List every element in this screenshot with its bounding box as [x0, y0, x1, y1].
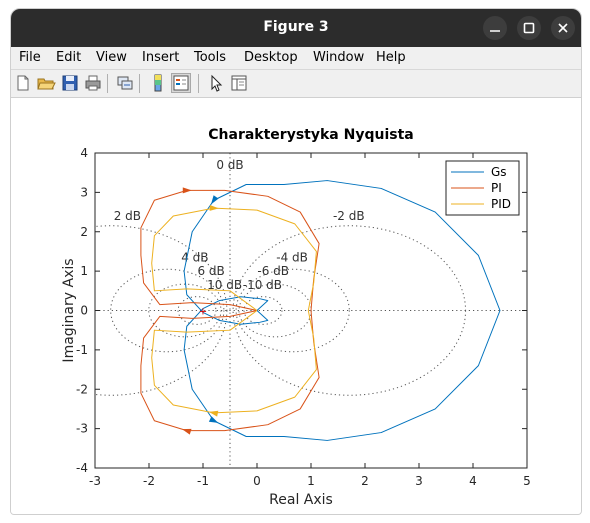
y-tick-label: 2 — [80, 225, 88, 239]
x-tick-label: -1 — [197, 474, 209, 488]
menu-tools[interactable]: Tools — [194, 50, 227, 65]
critical-point-marker: + — [199, 307, 207, 318]
nyquist-plot[interactable]: 0 dB 2 dB -2 dB 4 dB -4 dB 6 dB -6 dB 10 dB -10 … — [11, 98, 581, 514]
figure-window: Figure 3 File Edit View Insert Tools Des… — [10, 8, 582, 515]
new-figure-icon[interactable] — [13, 73, 33, 93]
series-pi-line[interactable] — [140, 189, 320, 432]
close-icon — [558, 23, 568, 33]
y-tick-label: -4 — [76, 461, 88, 475]
series-pid-line[interactable] — [151, 207, 317, 414]
db-grid-label: -6 dB — [257, 264, 289, 278]
series-gs-arrow — [208, 416, 219, 423]
series-pid-arrow — [209, 204, 219, 211]
legend-entry: PI — [491, 181, 502, 195]
db-grid-circle — [177, 296, 217, 325]
minimize-icon — [490, 30, 500, 32]
y-tick-label: -3 — [76, 422, 88, 436]
legend-entry: PID — [491, 197, 511, 211]
x-tick-label: 4 — [469, 474, 477, 488]
series-pi-arrow — [182, 187, 192, 194]
figure-canvas: 0 dB 2 dB -2 dB 4 dB -4 dB 6 dB -6 dB 10 dB -10 … — [11, 98, 581, 514]
legend-icon[interactable] — [171, 73, 191, 93]
menu-desktop[interactable]: Desktop — [244, 50, 298, 65]
x-tick-label: 0 — [253, 474, 261, 488]
db-grid-label: 6 dB — [197, 264, 224, 278]
db-grid-circle — [243, 296, 283, 325]
y-axis-label: Imaginary Axis — [61, 258, 77, 362]
menu-window[interactable]: Window — [313, 50, 365, 65]
print-icon[interactable] — [83, 73, 103, 93]
x-tick-label: -3 — [89, 474, 101, 488]
toolbar — [11, 70, 581, 98]
maximize-icon — [523, 22, 535, 34]
series-pid-arrow — [208, 410, 219, 417]
db-grid-label: 2 dB — [114, 209, 141, 223]
db-grid-label: 4 dB — [181, 250, 208, 264]
db-grid-label: 0 dB — [216, 158, 243, 172]
x-tick-label: 1 — [307, 474, 315, 488]
menu-view[interactable]: View — [96, 50, 127, 65]
x-tick-label: 2 — [361, 474, 369, 488]
db-grid-label: -2 dB — [333, 209, 365, 223]
open-file-icon[interactable] — [36, 73, 56, 93]
db-grid-circle — [235, 268, 350, 353]
db-grid-label: -4 dB — [276, 250, 308, 264]
save-icon[interactable] — [60, 73, 80, 93]
colorbar-icon[interactable] — [148, 73, 168, 93]
close-button[interactable] — [551, 16, 575, 40]
x-tick-label: 3 — [415, 474, 423, 488]
toolbar-separator — [198, 74, 199, 93]
y-tick-label: 0 — [80, 304, 88, 318]
y-tick-label: -2 — [76, 382, 88, 396]
maximize-button[interactable] — [517, 16, 541, 40]
minimize-button[interactable] — [483, 16, 507, 40]
y-tick-label: 4 — [80, 146, 88, 160]
toolbar-separator — [139, 74, 140, 93]
legend-entry: Gs — [491, 165, 507, 179]
pointer-icon[interactable] — [206, 73, 226, 93]
y-tick-label: 1 — [80, 264, 88, 278]
x-tick-label: 5 — [523, 474, 531, 488]
menu-edit[interactable]: Edit — [56, 50, 82, 65]
y-tick-label: 3 — [80, 185, 88, 199]
menu-bar: File Edit View Insert Tools Desktop Wind… — [11, 47, 581, 100]
db-grid-circle — [95, 225, 228, 396]
menu-file[interactable]: File — [19, 50, 41, 65]
y-tick-label: -1 — [76, 343, 88, 357]
series-gs-arrow — [210, 195, 219, 205]
series-pi-arrow — [182, 428, 192, 435]
db-grid-circle — [110, 268, 225, 353]
db-grid-label: 10 dB — [207, 278, 242, 292]
x-tick-label: -2 — [143, 474, 155, 488]
window-title: Figure 3 — [263, 19, 329, 35]
chart-title: Charakterystyka Nyquista — [208, 127, 413, 143]
menu-help[interactable]: Help — [376, 50, 406, 65]
x-axis-label: Real Axis — [269, 492, 333, 508]
toolbar-separator — [107, 74, 108, 93]
series-gs-line[interactable] — [183, 180, 501, 441]
title-bar[interactable]: Figure 3 — [11, 9, 581, 47]
db-grid-label: -10 dB — [243, 278, 282, 292]
link-plot-icon[interactable] — [115, 73, 135, 93]
menu-insert[interactable]: Insert — [142, 50, 180, 65]
property-inspector-icon[interactable] — [229, 73, 249, 93]
